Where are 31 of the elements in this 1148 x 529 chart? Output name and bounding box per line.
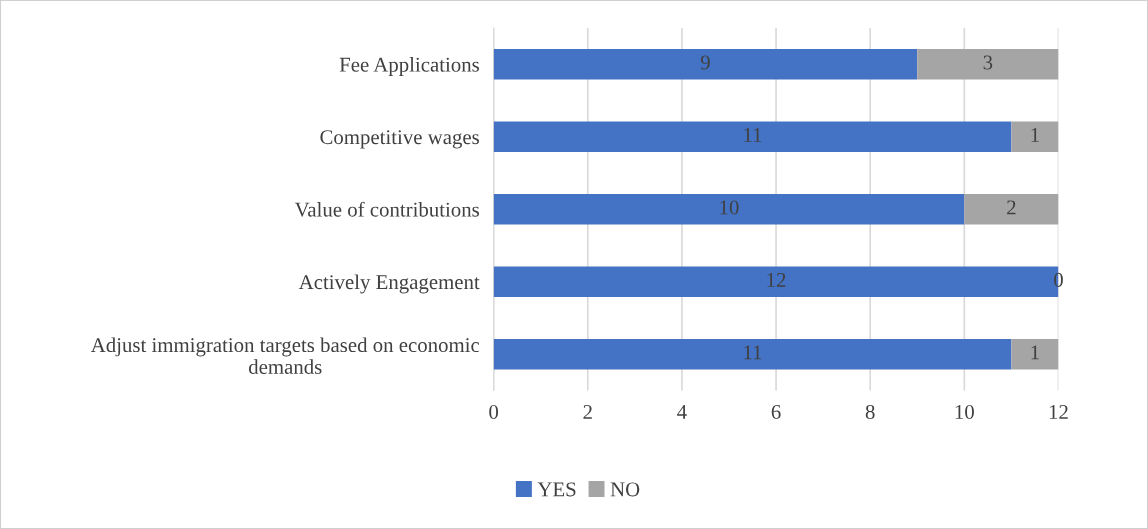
data-label: 1 bbox=[1031, 128, 1039, 142]
bar bbox=[493, 194, 965, 225]
x-tick-label: 8 bbox=[865, 404, 875, 419]
data-label: 1 bbox=[1031, 345, 1039, 360]
legend-label: YES bbox=[537, 482, 576, 497]
y-tick-label: Competitive wages bbox=[320, 130, 479, 149]
bar bbox=[493, 121, 1012, 152]
legend-label: NO bbox=[610, 482, 640, 497]
x-tick-label: 10 bbox=[955, 404, 974, 419]
x-tick-label: 12 bbox=[1049, 404, 1068, 419]
data-label: 11 bbox=[744, 345, 762, 360]
data-label: 11 bbox=[744, 128, 762, 142]
x-tick-label: 2 bbox=[583, 404, 592, 419]
x-tick-label: 6 bbox=[771, 404, 781, 419]
bar bbox=[1011, 121, 1059, 152]
y-tick-label: Value of contributions bbox=[294, 201, 479, 217]
x-tick-label: 4 bbox=[677, 405, 687, 419]
data-label: 10 bbox=[720, 200, 739, 215]
x-tick-label: 0 bbox=[489, 404, 499, 419]
bar bbox=[917, 49, 1059, 80]
y-tick-label: Fee Applications bbox=[339, 57, 479, 76]
bar bbox=[1011, 338, 1059, 370]
bar bbox=[964, 194, 1059, 225]
bar bbox=[493, 49, 918, 80]
data-label: 3 bbox=[983, 55, 993, 70]
data-label: 2 bbox=[1007, 200, 1016, 215]
data-label: 9 bbox=[700, 55, 710, 70]
y-tick-label: Actively Engagement bbox=[298, 274, 480, 294]
bar bbox=[493, 338, 1012, 370]
data-label: 12 bbox=[767, 272, 786, 287]
y-tick-label: Adjust immigration targets based on economic demands bbox=[90, 337, 480, 374]
